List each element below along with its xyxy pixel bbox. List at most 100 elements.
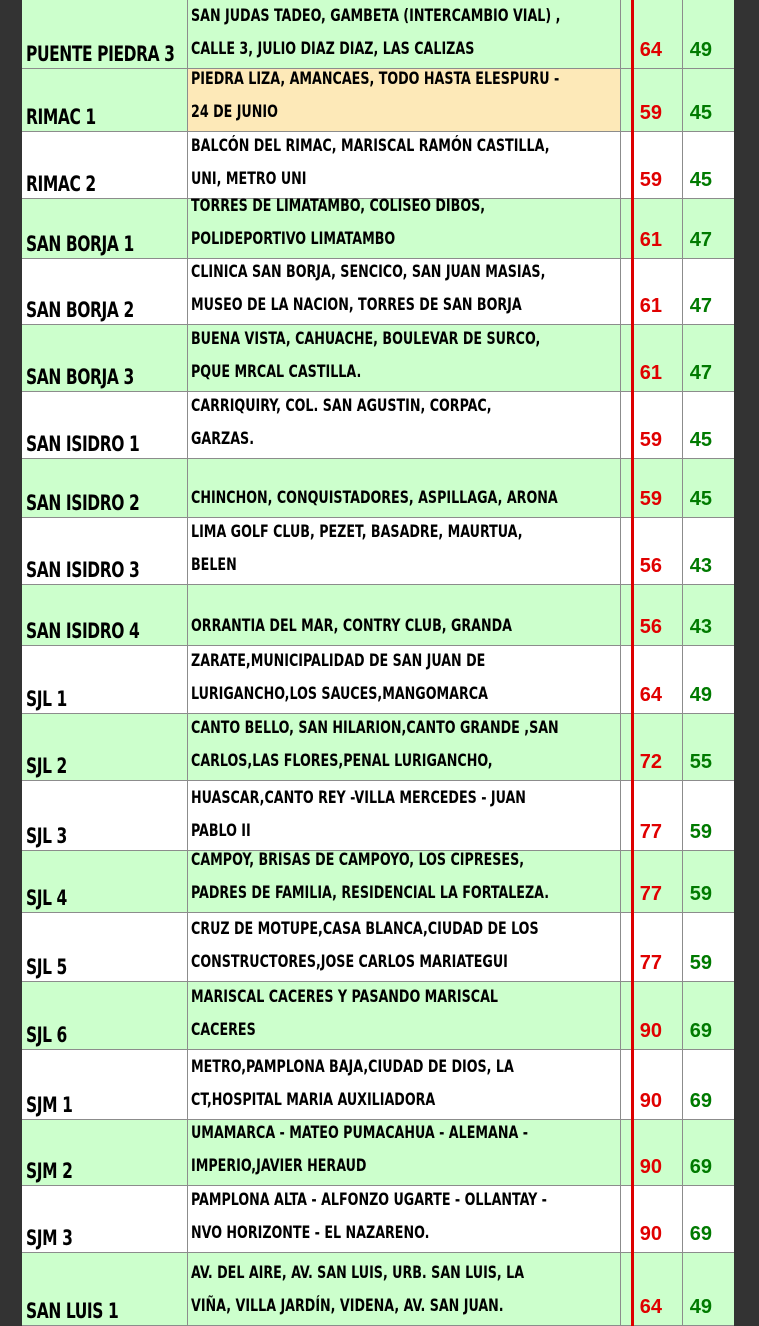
green-value-cell[interactable]: 49 [683,646,734,713]
district-cell[interactable]: SJL 3 [22,781,188,850]
red-value: 64 [639,684,662,706]
description-cell[interactable]: CHINCHON, CONQUISTADORES, ASPILLAGA, ARO… [188,459,621,517]
red-value-cell[interactable]: 56 [621,585,683,645]
district-cell[interactable]: SAN ISIDRO 3 [22,518,188,584]
description-cell[interactable]: MARISCAL CACERES Y PASANDO MARISCAL CACE… [188,982,621,1049]
district-name: SJM 2 [26,1159,73,1183]
district-name: SAN ISIDRO 1 [26,432,140,456]
green-value-cell[interactable]: 49 [683,0,734,68]
district-cell[interactable]: SJL 2 [22,714,188,780]
description-cell[interactable]: TORRES DE LIMATAMBO, COLISEO DIBOS, POLI… [188,196,621,258]
district-name: SAN ISIDRO 2 [26,491,140,515]
description-cell[interactable]: PAMPLONA ALTA - ALFONZO UGARTE - OLLANTA… [188,1186,621,1252]
description-cell[interactable]: UMAMARCA - MATEO PUMACAHUA - ALEMANA - I… [188,1120,621,1185]
red-value-cell[interactable]: 77 [621,851,683,912]
district-name: SJL 4 [26,886,67,910]
red-value-cell[interactable]: 56 [621,518,683,584]
red-value-cell[interactable]: 61 [621,199,683,258]
green-value-cell[interactable]: 45 [683,132,734,198]
description-cell[interactable]: PIEDRA LIZA, AMANCAES, TODO HASTA ELESPU… [188,69,621,131]
red-value-cell[interactable]: 59 [621,459,683,517]
green-value-cell[interactable]: 59 [683,781,734,850]
description-cell[interactable]: HUASCAR,CANTO REY -VILLA MERCEDES - JUAN… [188,781,621,850]
district-cell[interactable]: SJM 2 [22,1120,188,1185]
red-value-cell[interactable]: 77 [621,913,683,981]
district-cell[interactable]: SAN BORJA 3 [22,325,188,391]
description-cell[interactable]: CAMPOY, BRISAS DE CAMPOYO, LOS CIPRESES,… [188,850,621,912]
district-cell[interactable]: SJM 1 [22,1050,188,1119]
district-cell[interactable]: RIMAC 2 [22,132,188,198]
description-cell[interactable]: BUENA VISTA, CAHUACHE, BOULEVAR DE SURCO… [188,325,621,391]
description-cell[interactable]: ORRANTIA DEL MAR, CONTRY CLUB, GRANDA [188,585,621,645]
red-value: 90 [639,1156,662,1178]
green-value-cell[interactable]: 69 [683,1186,734,1252]
red-value-cell[interactable]: 90 [621,1120,683,1185]
green-value-cell[interactable]: 45 [683,69,734,131]
district-cell[interactable]: SAN ISIDRO 4 [22,585,188,645]
district-cell[interactable]: SAN BORJA 1 [22,199,188,258]
red-value-cell[interactable]: 64 [621,1253,683,1325]
description-cell[interactable]: BALCÓN DEL RIMAC, MARISCAL RAMÓN CASTILL… [188,132,621,198]
description-cell[interactable]: METRO,PAMPLONA BAJA,CIUDAD DE DIOS, LA C… [188,1050,621,1119]
green-value-cell[interactable]: 69 [683,1120,734,1185]
zone-description: CAMPOY, BRISAS DE CAMPOYO, LOS CIPRESES,… [191,850,550,903]
red-value: 61 [639,229,662,251]
green-value: 69 [689,1223,712,1245]
green-value: 49 [689,1296,712,1318]
red-value-cell[interactable]: 64 [621,646,683,713]
red-value-cell[interactable]: 59 [621,69,683,131]
green-value-cell[interactable]: 47 [683,199,734,258]
description-cell[interactable]: CRUZ DE MOTUPE,CASA BLANCA,CIUDAD DE LOS… [188,913,621,981]
table-row: PUENTE PIEDRA 3 SAN JUDAS TADEO, GAMBETA… [22,0,734,69]
red-value-cell[interactable]: 59 [621,392,683,458]
district-cell[interactable]: SJL 1 [22,646,188,713]
description-cell[interactable]: ZARATE,MUNICIPALIDAD DE SAN JUAN DE LURI… [188,646,621,713]
green-value-cell[interactable]: 49 [683,1253,734,1325]
red-value-cell[interactable]: 61 [621,325,683,391]
green-value-cell[interactable]: 45 [683,459,734,517]
district-cell[interactable]: SJM 3 [22,1186,188,1252]
red-value-cell[interactable]: 90 [621,1186,683,1252]
green-value-cell[interactable]: 59 [683,913,734,981]
district-name: SJL 6 [26,1023,67,1047]
table-row: SAN BORJA 2 CLINICA SAN BORJA, SENCICO, … [22,259,734,325]
district-cell[interactable]: SJL 4 [22,851,188,912]
red-value-cell[interactable]: 72 [621,714,683,780]
red-value-cell[interactable]: 90 [621,1050,683,1119]
green-value-cell[interactable]: 45 [683,392,734,458]
district-cell[interactable]: SAN LUIS 1 [22,1253,188,1325]
green-value-cell[interactable]: 43 [683,585,734,645]
district-cell[interactable]: SAN ISIDRO 2 [22,459,188,517]
zone-description: LIMA GOLF CLUB, PEZET, BASADRE, MAURTUA,… [191,522,523,575]
red-value-cell[interactable]: 64 [621,0,683,68]
green-value-cell[interactable]: 69 [683,1050,734,1119]
zone-description: CANTO BELLO, SAN HILARION,CANTO GRANDE ,… [191,718,559,771]
description-cell[interactable]: CARRIQUIRY, COL. SAN AGUSTIN, CORPAC, GA… [188,392,621,458]
district-cell[interactable]: SAN ISIDRO 1 [22,392,188,458]
green-value-cell[interactable]: 69 [683,982,734,1049]
description-cell[interactable]: CLINICA SAN BORJA, SENCICO, SAN JUAN MAS… [188,259,621,324]
description-cell[interactable]: SAN JUDAS TADEO, GAMBETA (INTERCAMBIO VI… [188,0,621,68]
red-value-cell[interactable]: 90 [621,982,683,1049]
red-value-cell[interactable]: 59 [621,132,683,198]
district-cell[interactable]: SJL 6 [22,982,188,1049]
description-cell[interactable]: AV. DEL AIRE, AV. SAN LUIS, URB. SAN LUI… [188,1253,621,1325]
red-value: 59 [639,429,662,451]
district-cell[interactable]: RIMAC 1 [22,69,188,131]
green-value-cell[interactable]: 43 [683,518,734,584]
green-value-cell[interactable]: 55 [683,714,734,780]
zone-description: MARISCAL CACERES Y PASANDO MARISCAL CACE… [191,987,498,1040]
description-cell[interactable]: CANTO BELLO, SAN HILARION,CANTO GRANDE ,… [188,714,621,780]
green-value-cell[interactable]: 47 [683,325,734,391]
district-cell[interactable]: PUENTE PIEDRA 3 [22,0,188,68]
district-cell[interactable]: SAN BORJA 2 [22,259,188,324]
red-value-cell[interactable]: 77 [621,781,683,850]
description-cell[interactable]: LIMA GOLF CLUB, PEZET, BASADRE, MAURTUA,… [188,518,621,584]
green-value-cell[interactable]: 59 [683,851,734,912]
table-row: SJL 6 MARISCAL CACERES Y PASANDO MARISCA… [22,982,734,1050]
red-value-cell[interactable]: 61 [621,259,683,324]
zone-description: METRO,PAMPLONA BAJA,CIUDAD DE DIOS, LA C… [191,1057,514,1110]
district-cell[interactable]: SJL 5 [22,913,188,981]
green-value-cell[interactable]: 47 [683,259,734,324]
